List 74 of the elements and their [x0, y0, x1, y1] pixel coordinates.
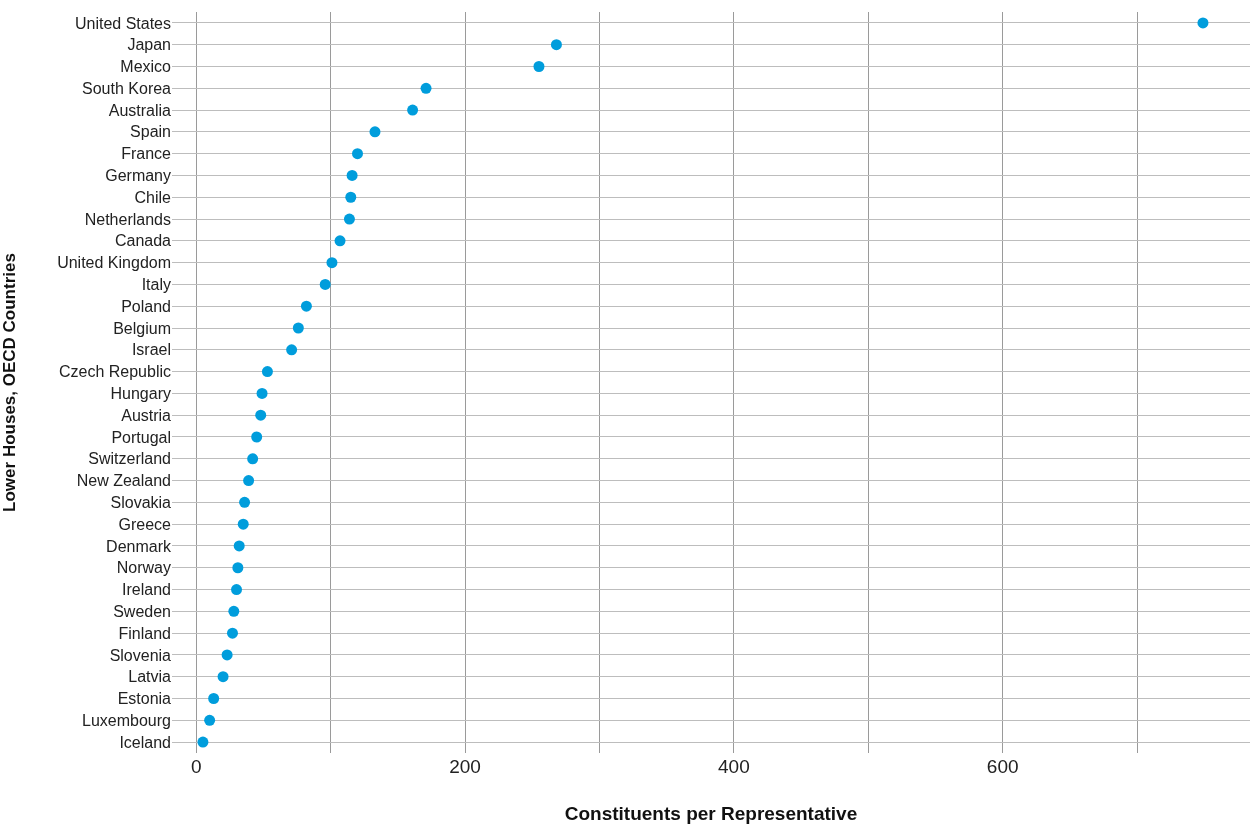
point — [239, 496, 251, 508]
point — [351, 148, 363, 160]
y-tick-label: Denmark — [106, 537, 172, 555]
point — [217, 671, 229, 683]
point — [226, 627, 238, 639]
point — [197, 736, 209, 748]
y-tick-label: Iceland — [119, 733, 171, 751]
point — [204, 714, 216, 726]
point — [208, 693, 220, 705]
y-tick-label: Mexico — [120, 58, 172, 76]
y-tick-label: Portugal — [111, 428, 171, 446]
y-tick-label: Australia — [108, 101, 172, 119]
y-tick-label: Switzerland — [88, 450, 171, 468]
point — [326, 257, 338, 269]
point — [346, 169, 358, 181]
point — [243, 475, 255, 487]
y-tick-label: Slovenia — [109, 646, 172, 664]
y-tick-label: Canada — [114, 232, 172, 250]
y-tick-label: Estonia — [117, 690, 172, 708]
x-tick-label: 200 — [449, 756, 481, 777]
y-tick-label: Germany — [105, 167, 171, 185]
point — [247, 453, 259, 465]
point — [533, 60, 545, 72]
y-tick-label: Latvia — [128, 668, 172, 686]
y-tick-label: Norway — [116, 559, 171, 577]
point — [292, 322, 304, 334]
y-tick-label: Israel — [131, 341, 171, 359]
point — [420, 82, 432, 94]
point — [300, 300, 312, 312]
y-tick-label: France — [121, 145, 172, 163]
y-tick-label: Luxembourg — [82, 711, 171, 729]
y-tick-label: South Korea — [82, 79, 172, 97]
point — [407, 104, 419, 116]
point — [319, 278, 331, 290]
x-tick-label: 0 — [190, 756, 202, 777]
y-tick-label: Czech Republic — [58, 363, 171, 381]
y-tick-label: Netherlands — [84, 210, 171, 228]
point — [343, 213, 355, 225]
point — [233, 540, 245, 552]
y-tick-label: United States — [74, 14, 171, 32]
y-tick-label: Chile — [134, 188, 172, 206]
point — [251, 431, 263, 443]
x-tick-label: 600 — [986, 756, 1019, 777]
y-tick-label: Japan — [127, 36, 171, 54]
y-tick-label: United Kingdom — [57, 254, 171, 272]
x-axis-title: Constituents per Representative — [564, 802, 858, 824]
point — [369, 126, 381, 138]
y-tick-label: Austria — [121, 406, 172, 424]
point — [221, 649, 233, 661]
y-tick-label: Sweden — [113, 602, 171, 620]
point — [237, 518, 249, 530]
y-tick-label: Slovakia — [110, 493, 172, 511]
point — [286, 344, 298, 356]
point — [550, 39, 562, 51]
point — [228, 605, 240, 617]
x-tick-label: 400 — [718, 756, 750, 777]
y-tick-label: Finland — [118, 624, 171, 642]
point — [1197, 17, 1209, 29]
point — [345, 191, 357, 203]
point — [231, 584, 243, 596]
point — [255, 409, 267, 421]
y-tick-label: Hungary — [110, 385, 171, 402]
y-tick-label: Ireland — [122, 581, 171, 599]
y-axis-title: Lower Houses, OECD Countries — [0, 253, 19, 512]
y-tick-label: Italy — [141, 276, 171, 294]
point — [334, 235, 346, 247]
y-tick-label: New Zealand — [76, 472, 171, 490]
y-tick-label: Greece — [118, 515, 172, 533]
point — [261, 366, 273, 378]
y-tick-label: Belgium — [113, 319, 171, 337]
y-tick-label: Poland — [121, 297, 171, 315]
y-tick-label: Spain — [130, 123, 171, 141]
point — [232, 562, 244, 574]
point — [256, 387, 268, 399]
